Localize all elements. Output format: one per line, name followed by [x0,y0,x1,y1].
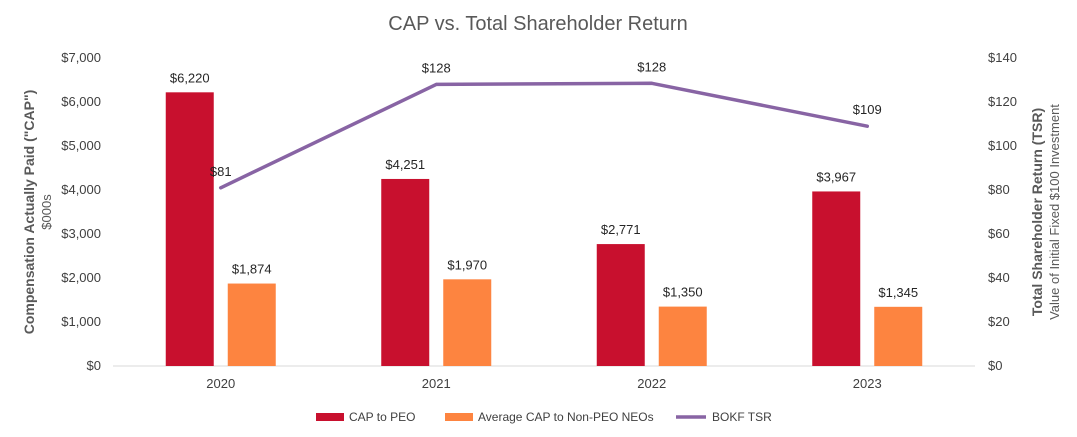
right-tick-label: $20 [988,314,1010,329]
bar-data-label: $6,220 [170,70,210,85]
legend-bar-swatch [445,413,473,421]
bar [227,283,276,366]
right-tick-label: $80 [988,182,1010,197]
left-axis-ticks: $0 $1,000 $2,000 $3,000 $4,000 $5,000 $6,000 $7… [61,50,101,373]
left-axis-subtitle: $000s [39,194,54,230]
right-tick-label: $140 [988,50,1017,65]
right-axis-ticks: $0 $20 $40 $60 $80 $100 $120 $140 [988,50,1017,373]
bar-data-label: $2,771 [601,222,641,237]
left-tick-label: $6,000 [61,94,101,109]
left-tick-label: $4,000 [61,182,101,197]
bar [596,244,645,366]
bar [812,191,861,366]
legend: CAP to PEO Average CAP to Non-PEO NEOs BOK… [316,410,772,424]
left-tick-label: $3,000 [61,226,101,241]
bars-group [165,92,923,366]
left-tick-label: $0 [87,358,101,373]
x-tick-label: 2022 [637,376,666,391]
x-tick-label: 2023 [853,376,882,391]
tsr-point [865,124,869,128]
right-axis-subtitle: Value of Initial Fixed $100 Investment [1047,104,1062,320]
legend-label: BOKF TSR [712,410,772,424]
tsr-data-label: $128 [637,59,666,74]
right-tick-label: $120 [988,94,1017,109]
bar-data-label: $3,967 [816,169,856,184]
bar-data-label: $1,345 [878,285,918,300]
tsr-point [650,81,654,85]
tsr-line [219,81,869,190]
legend-label: Average CAP to Non-PEO NEOs [478,410,654,424]
bar [165,92,214,366]
bar [381,178,430,366]
right-tick-label: $40 [988,270,1010,285]
data-labels-group: $6,220 $4,251 $2,771 $3,967 $1,874 $1,970 $1,3… [170,59,918,300]
x-tick-label: 2021 [422,376,451,391]
left-tick-label: $7,000 [61,50,101,65]
bar-data-label: $4,251 [385,157,425,172]
left-tick-label: $1,000 [61,314,101,329]
right-tick-label: $100 [988,138,1017,153]
tsr-line-group [219,81,869,190]
tsr-data-label: $109 [853,102,882,117]
x-tick-label: 2020 [206,376,235,391]
bar-data-label: $1,970 [447,257,487,272]
bar [874,306,923,366]
bar-data-label: $1,350 [663,285,703,300]
left-tick-label: $5,000 [61,138,101,153]
x-axis-ticks: 2020 2021 2022 2023 [206,376,881,391]
tsr-data-label: $128 [422,60,451,75]
left-axis-title: Compensation Actually Paid ("CAP") [21,90,37,335]
right-tick-label: $60 [988,226,1010,241]
tsr-data-label: $81 [210,164,232,179]
right-tick-label: $0 [988,358,1002,373]
chart-title: CAP vs. Total Shareholder Return [388,13,687,35]
legend-label: CAP to PEO [349,410,415,424]
tsr-point [219,186,223,190]
bar [443,279,492,366]
right-axis-title: Total Shareholder Return (TSR) [1029,108,1045,316]
left-tick-label: $2,000 [61,270,101,285]
bar [658,306,707,366]
tsr-point [434,82,438,86]
bar-data-label: $1,874 [232,262,272,277]
legend-bar-swatch [316,413,344,421]
